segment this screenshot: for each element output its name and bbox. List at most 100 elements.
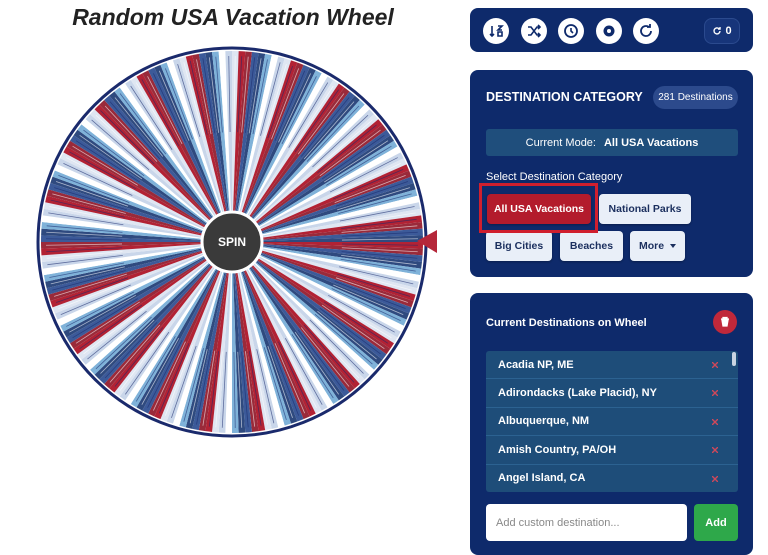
- slice-label-texture: [52, 193, 126, 214]
- add-button[interactable]: Add: [694, 504, 738, 541]
- spin-button[interactable]: [200, 210, 264, 274]
- slice-label-texture: [284, 79, 323, 146]
- slice-label-texture: [263, 347, 287, 420]
- wheel-slice: [57, 242, 232, 326]
- wheel-slice: [225, 242, 232, 433]
- wheel-slice: [232, 242, 404, 332]
- wheel-slice: [81, 242, 232, 365]
- wheel-slice: [212, 242, 232, 433]
- remove-button[interactable]: [712, 418, 718, 425]
- wheel-slice: [136, 242, 232, 411]
- category-button[interactable]: All USA Vacations: [487, 194, 591, 224]
- slice-label-texture: [208, 57, 219, 133]
- wheel-slice: [232, 242, 252, 433]
- slice-label-texture: [196, 59, 212, 135]
- remove-button[interactable]: [712, 390, 718, 397]
- wheel-slice: [232, 242, 391, 355]
- slice-label-texture: [124, 89, 170, 153]
- wheel-slice: [43, 242, 232, 282]
- wheel-slice: [232, 242, 279, 429]
- slice-label-texture: [54, 273, 127, 297]
- shuffle-button[interactable]: [521, 18, 547, 44]
- wheel-slice: [232, 119, 383, 242]
- category-button[interactable]: Beaches: [560, 231, 623, 261]
- wheel-slice: [232, 242, 266, 432]
- slice-label-texture: [329, 157, 398, 193]
- slice-label-texture: [69, 151, 136, 190]
- sort-button[interactable]: [483, 18, 509, 44]
- wheel-slice: [232, 73, 328, 242]
- wheel-slice: [52, 242, 233, 314]
- wheel-slice: [232, 242, 383, 365]
- wheel-slice: [198, 52, 232, 243]
- wheel-slice: [48, 242, 232, 302]
- wheel-slice: [70, 135, 232, 242]
- slice-label-texture: [245, 57, 256, 133]
- destinations-title: Current Destinations on Wheel: [486, 317, 647, 329]
- slice-label-texture: [281, 339, 317, 408]
- slice-label-texture: [324, 301, 389, 344]
- remove-button[interactable]: [712, 362, 718, 368]
- wheel-slice: [232, 51, 246, 243]
- wheel-slice: [130, 242, 232, 408]
- wheel-slice: [232, 228, 423, 242]
- settings-button[interactable]: [596, 18, 622, 44]
- slice-label-texture: [46, 247, 123, 253]
- slice-label-texture: [288, 336, 329, 402]
- slice-label-texture: [58, 281, 130, 310]
- slice-label-texture: [297, 329, 345, 391]
- slice-label-texture: [135, 336, 176, 402]
- slice-label-texture: [46, 225, 123, 233]
- wheel-slice: [232, 242, 310, 420]
- slice-label-texture: [100, 319, 155, 374]
- wheel-slice: [232, 129, 391, 242]
- wheel-slice: [232, 56, 285, 242]
- highlight-box: [479, 183, 598, 233]
- pointer: [417, 230, 437, 253]
- slice-label-texture: [114, 97, 164, 157]
- slice-label-texture: [339, 199, 414, 218]
- wheel-slice: [232, 242, 423, 256]
- reset-button[interactable]: [633, 18, 659, 44]
- slice-label-texture: [46, 231, 123, 237]
- slice-label-texture: [237, 56, 243, 133]
- category-button[interactable]: Big Cities: [486, 231, 552, 261]
- wheel-slice: [125, 242, 232, 404]
- slice-label-texture: [177, 64, 201, 137]
- slice-label-texture: [252, 349, 268, 425]
- wheel-slice: [232, 176, 414, 242]
- wheel-slice: [172, 58, 232, 242]
- wheel-slice: [46, 189, 232, 242]
- wheel-slice: [41, 242, 232, 249]
- slice-label-texture: [124, 331, 170, 395]
- wheel-slice: [48, 182, 232, 242]
- spin-counter[interactable]: 0: [704, 18, 740, 44]
- destination-name: Albuquerque, NM: [498, 415, 590, 428]
- counter-icon: [713, 27, 722, 35]
- wheel-slice: [232, 242, 410, 320]
- wheel-slice: [232, 242, 407, 326]
- category-title: DESTINATION CATEGORY: [486, 90, 643, 104]
- custom-input[interactable]: Add custom destination...: [486, 504, 687, 541]
- slice-label-texture: [300, 97, 350, 157]
- history-button[interactable]: [558, 18, 584, 44]
- slice-label-texture: [109, 324, 161, 383]
- slice-label-texture: [91, 119, 150, 171]
- slice-label-texture: [233, 351, 236, 428]
- remove-button[interactable]: [712, 475, 718, 482]
- slice-label-texture: [48, 258, 124, 272]
- wheel-slice: [232, 242, 285, 428]
- clear-button[interactable]: [713, 310, 737, 334]
- slice-label-texture: [274, 70, 306, 141]
- slice-label-texture: [87, 310, 147, 360]
- remove-button[interactable]: [712, 447, 718, 454]
- more-button[interactable]: More: [630, 231, 685, 261]
- wheel-slice: [232, 242, 398, 344]
- slice-label-texture: [339, 262, 415, 278]
- spin-label[interactable]: SPIN: [218, 235, 246, 249]
- slice-label-texture: [221, 56, 227, 133]
- wheel-slice: [119, 83, 232, 242]
- scrollbar[interactable]: [732, 352, 736, 366]
- wheel-slice: [232, 242, 292, 426]
- category-button[interactable]: National Parks: [599, 194, 691, 224]
